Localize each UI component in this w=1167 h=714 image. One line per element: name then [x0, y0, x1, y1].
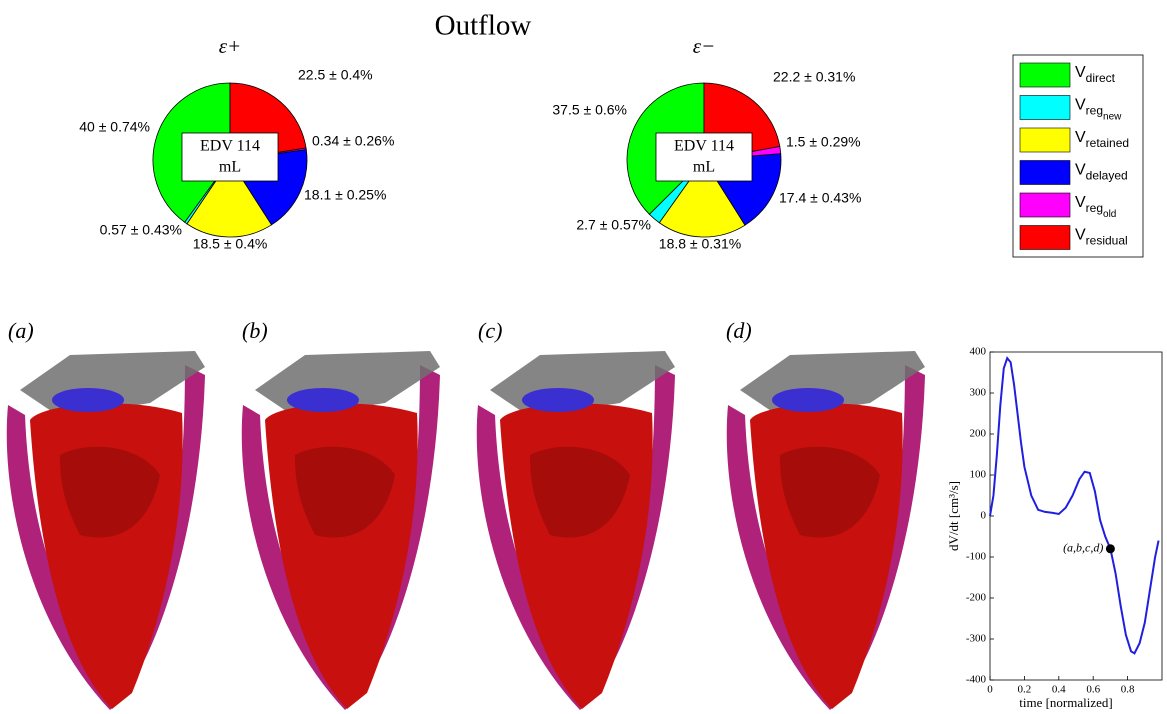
legend-subscript: delayed [1086, 169, 1128, 183]
y-tick-label: -100 [966, 551, 987, 563]
legend-subscript: retained [1086, 136, 1129, 150]
panel-label: (a) [8, 318, 34, 343]
legend-symbol: V [1075, 97, 1086, 114]
pie-value-label: 22.5 ± 0.4% [298, 67, 373, 83]
legend-swatch [1020, 193, 1070, 217]
render-c [477, 351, 675, 710]
render-b [242, 351, 440, 710]
y-tick-label: 100 [970, 469, 987, 481]
legend-subscript: reg [1086, 201, 1103, 215]
center-label: EDV 114 [674, 138, 734, 155]
render-a [7, 351, 205, 710]
legend-swatch [1020, 161, 1070, 185]
y-tick-label: -200 [966, 592, 987, 604]
legend-swatch [1020, 96, 1070, 120]
pie-value-label: 18.5 ± 0.4% [193, 236, 268, 252]
y-tick-label: -400 [966, 674, 987, 686]
pie-value-label: 18.8 ± 0.31% [659, 236, 741, 252]
legend-symbol: V [1075, 162, 1086, 179]
center-label: mL [219, 159, 241, 176]
pie-value-label: 0.57 ± 0.43% [100, 222, 182, 238]
pie-value-label: 2.7 ± 0.57% [576, 217, 651, 233]
pie-value-label: 22.2 ± 0.31% [773, 69, 855, 85]
legend-symbol: V [1075, 64, 1086, 81]
pie-value-label: 1.5 ± 0.29% [786, 134, 861, 150]
x-tick-label: 0.6 [1086, 684, 1100, 696]
legend-swatch [1020, 226, 1070, 250]
pie-value-label: 0.34 ± 0.26% [312, 133, 394, 149]
panel-label: (d) [726, 318, 752, 343]
center-label: mL [693, 159, 715, 176]
legend-swatch [1020, 128, 1070, 152]
x-tick-label: 0.8 [1121, 684, 1135, 696]
figure-title: Outflow [435, 10, 532, 42]
center-label: EDV 114 [200, 138, 260, 155]
y-tick-label: 400 [970, 346, 987, 358]
pie-value-label: 18.1 ± 0.25% [304, 187, 386, 203]
annotation-marker [1106, 544, 1115, 553]
pie-value-label: 17.4 ± 0.43% [779, 190, 861, 206]
pie-value-label: 37.5 ± 0.6% [552, 102, 627, 118]
x-tick-label: 0 [987, 684, 993, 696]
y-tick-label: 0 [981, 510, 987, 522]
y-tick-label: 300 [970, 387, 987, 399]
legend-symbol: V [1075, 194, 1086, 211]
x-tick-label: 0.2 [1018, 684, 1032, 696]
annotation-label: (a,b,c,d) [1063, 541, 1103, 555]
pie-title: ε− [693, 34, 715, 58]
y-axis-label: dV/dt [cm³/s] [946, 481, 961, 551]
x-axis-label: time [normalized] [1019, 695, 1113, 710]
y-tick-label: -300 [966, 633, 987, 645]
panel-label: (b) [242, 318, 268, 343]
legend-subscript: residual [1086, 234, 1128, 248]
render-d [727, 351, 925, 710]
legend-symbol: V [1075, 227, 1086, 244]
pie-value-label: 40 ± 0.74% [79, 119, 150, 135]
x-tick-label: 0.4 [1052, 684, 1066, 696]
legend-symbol: V [1075, 129, 1086, 146]
figure: Outflow (a) (b) (c) (d) VdirectVregnewVr… [0, 0, 1167, 714]
legend-subsubscript: old [1103, 209, 1116, 220]
legend-swatch [1020, 63, 1070, 87]
legend-subscript: direct [1086, 71, 1116, 85]
panel-label: (c) [478, 318, 502, 343]
legend-subsubscript: new [1103, 111, 1122, 122]
y-tick-label: 200 [970, 428, 987, 440]
pie-title: ε+ [219, 34, 241, 58]
legend-subscript: reg [1086, 104, 1103, 118]
